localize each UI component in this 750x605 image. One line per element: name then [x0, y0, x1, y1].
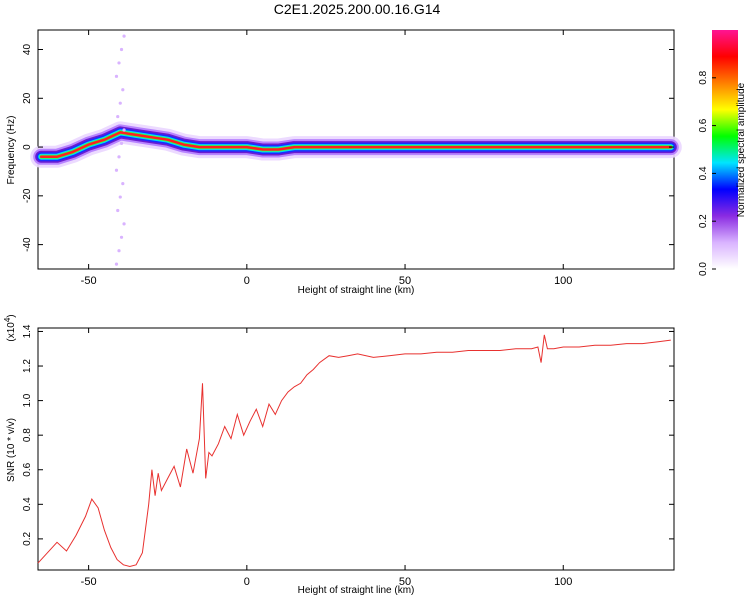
- spectral-speck: [122, 34, 126, 38]
- y-tick-label: 1.0: [22, 393, 33, 407]
- colorbar-ticks: 0.0 0.2 0.4 0.6 0.8: [698, 70, 716, 276]
- y-tick-label: 0: [22, 144, 33, 150]
- scale-factor-label: (x104): [3, 314, 17, 341]
- spectral-ridge-band: [39, 131, 673, 159]
- top-y-ticks: 40 20 0 -20 -40: [22, 44, 674, 252]
- x-tick-label: 50: [399, 576, 411, 588]
- spectral-speck: [121, 88, 125, 92]
- y-tick-label: -40: [22, 237, 33, 252]
- bottom-x-axis-label: Height of straight line (km): [298, 585, 415, 596]
- colorbar-tick-label: 0.0: [698, 262, 709, 276]
- x-tick-label: -50: [81, 576, 97, 588]
- spectral-speck: [114, 74, 119, 78]
- colorbar-label: Normalized spectral amplitude: [736, 82, 747, 217]
- colorbar: 0.0 0.2 0.4 0.6 0.8 Normalized spectral ampl…: [698, 30, 747, 276]
- bottom-y-ticks: 0.2 0.4 0.6 0.8 1.0 1.2 1.4: [22, 324, 674, 546]
- y-tick-label: 0.6: [22, 462, 33, 476]
- spectral-speck: [114, 262, 119, 266]
- spectrogram-heatmap: [30, 34, 682, 266]
- chart-title: C2E1.2025.200.00.16.G14: [274, 1, 441, 17]
- y-tick-label: 1.4: [22, 324, 33, 338]
- spectral-speck: [116, 208, 120, 213]
- scale-prefix: (x10: [6, 322, 17, 342]
- spectral-speck: [116, 114, 120, 119]
- y-tick-label: 40: [22, 44, 33, 56]
- spectral-speck: [122, 128, 126, 132]
- top-y-axis-label: Frequency (Hz): [6, 116, 17, 185]
- x-tick-label: 0: [244, 275, 250, 287]
- spectral-speck: [121, 182, 125, 186]
- spectral-speck: [114, 168, 119, 172]
- svg-text:(x104): (x104): [3, 314, 17, 341]
- y-tick-label: 0.4: [22, 497, 33, 511]
- snr-frame: [37, 327, 675, 571]
- snr-series-line: [37, 334, 671, 568]
- bottom-y-axis-label: SNR (10 * v/v): [6, 418, 17, 482]
- colorbar-gradient: [712, 30, 738, 269]
- spectral-speck: [117, 249, 121, 253]
- spectrogram-panel: -50 0 50 100 40 20 0 -20 -40 Height of straight…: [6, 29, 682, 296]
- top-x-ticks: -50 0 50 100: [81, 30, 572, 287]
- spectral-speck: [117, 61, 121, 65]
- x-tick-label: 100: [554, 576, 572, 588]
- y-tick-label: 1.2: [22, 359, 33, 373]
- x-tick-label: -50: [81, 275, 97, 287]
- spectral-speck: [118, 101, 122, 105]
- x-tick-label: 100: [554, 275, 572, 287]
- bottom-x-ticks: -50 0 50 100: [81, 328, 572, 588]
- y-tick-label: 20: [22, 92, 33, 104]
- colorbar-tick-label: 0.2: [698, 214, 709, 228]
- scale-exponent: 4: [3, 317, 12, 322]
- spectral-speck: [119, 141, 124, 146]
- snr-panel: -50 0 50 100 0.2 0.4 0.6 0.8 1.0 1.2 1.4 Height o…: [3, 314, 675, 596]
- x-tick-label: 50: [399, 275, 411, 287]
- spectral-speck: [122, 222, 126, 226]
- x-tick-label: 0: [244, 576, 250, 588]
- y-tick-label: 0.8: [22, 428, 33, 442]
- spectral-speck: [119, 47, 124, 52]
- scale-close-paren: ): [6, 314, 17, 317]
- spectral-speck: [119, 235, 124, 239]
- colorbar-tick-label: 0.4: [698, 166, 709, 180]
- y-tick-label: -20: [22, 188, 33, 203]
- spectral-speck: [117, 155, 121, 159]
- spectral-speck: [118, 195, 122, 199]
- y-tick-label: 0.2: [22, 531, 33, 545]
- top-x-axis-label: Height of straight line (km): [298, 285, 415, 296]
- colorbar-tick-label: 0.6: [698, 118, 709, 132]
- colorbar-tick-label: 0.8: [698, 70, 709, 84]
